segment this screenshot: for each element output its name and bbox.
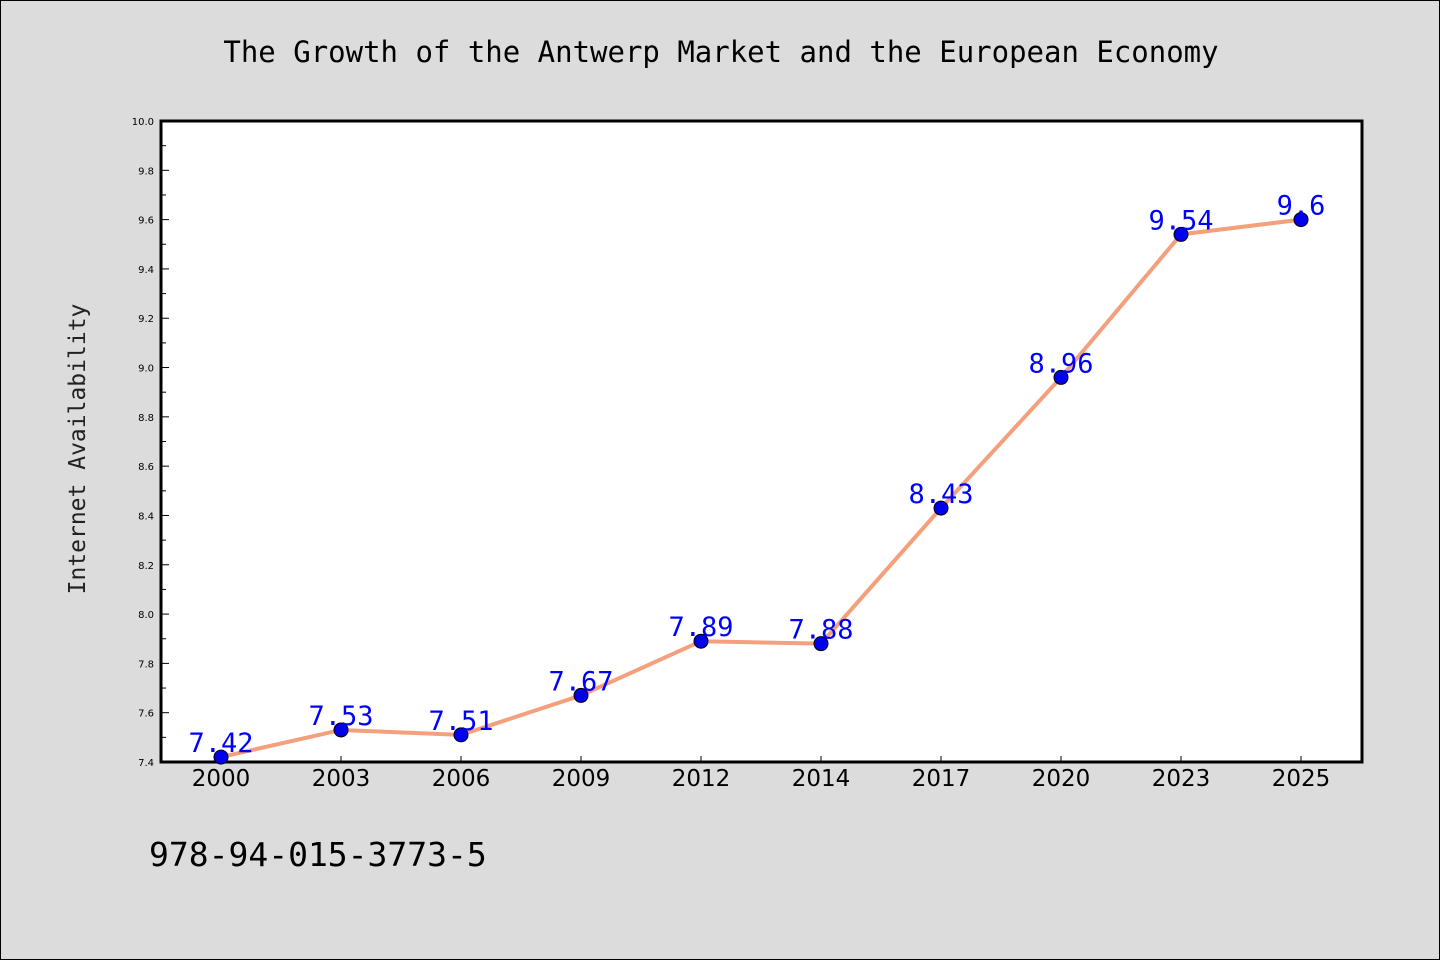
y-tick-label: 8.0	[138, 610, 154, 621]
data-label: 7.88	[788, 615, 853, 646]
series-line	[220, 217, 1302, 760]
data-label: 7.42	[188, 728, 253, 759]
plot-area	[159, 119, 1364, 764]
x-tick-label: 2009	[552, 766, 611, 792]
y-tick-label: 8.4	[138, 511, 154, 522]
y-tick-label: 9.4	[138, 265, 154, 276]
y-tick-label: 8.2	[138, 561, 154, 572]
x-tick-label: 2012	[672, 766, 731, 792]
y-tick-label: 8.6	[138, 462, 154, 473]
data-point	[933, 500, 949, 516]
data-label: 8.96	[1028, 348, 1093, 379]
x-tick-label: 2020	[1032, 766, 1091, 792]
y-tick-label: 9.2	[138, 314, 154, 325]
data-label: 9.54	[1148, 205, 1213, 236]
y-tick-label: 7.6	[138, 709, 154, 720]
x-tick-label: 2023	[1152, 766, 1211, 792]
data-point	[573, 687, 589, 703]
data-point	[813, 636, 829, 652]
data-label: 7.89	[668, 612, 733, 643]
y-tick-label: 7.8	[138, 659, 154, 670]
data-point	[453, 727, 469, 743]
x-tick-label: 2000	[192, 766, 251, 792]
x-tick-label: 2006	[432, 766, 491, 792]
y-tick-label: 9.8	[138, 166, 154, 177]
chart-title: The Growth of the Antwerp Market and the…	[223, 35, 1219, 69]
x-tick-label: 2025	[1272, 766, 1331, 792]
data-point	[333, 722, 349, 738]
data-label: 7.51	[428, 706, 493, 737]
data-point	[1293, 212, 1309, 228]
x-tick-label: 2017	[912, 766, 971, 792]
y-tick-label: 9.6	[138, 216, 154, 227]
data-label: 9.6	[1277, 191, 1326, 222]
y-tick-label: 8.8	[138, 413, 154, 424]
y-tick-label: 10.0	[132, 117, 154, 128]
x-tick-label: 2014	[792, 766, 851, 792]
y-tick-label: 7.4	[138, 758, 154, 769]
footnote-isbn: 978-94-015-3773-5	[149, 835, 487, 874]
x-tick-label: 2003	[312, 766, 371, 792]
data-point	[1173, 226, 1189, 242]
data-point	[1053, 369, 1069, 385]
y-tick-label: 9.0	[138, 364, 154, 375]
data-label: 7.67	[548, 666, 613, 697]
data-label: 7.53	[308, 701, 373, 732]
data-point	[213, 749, 229, 765]
data-label: 8.43	[908, 479, 973, 510]
data-point	[693, 633, 709, 649]
